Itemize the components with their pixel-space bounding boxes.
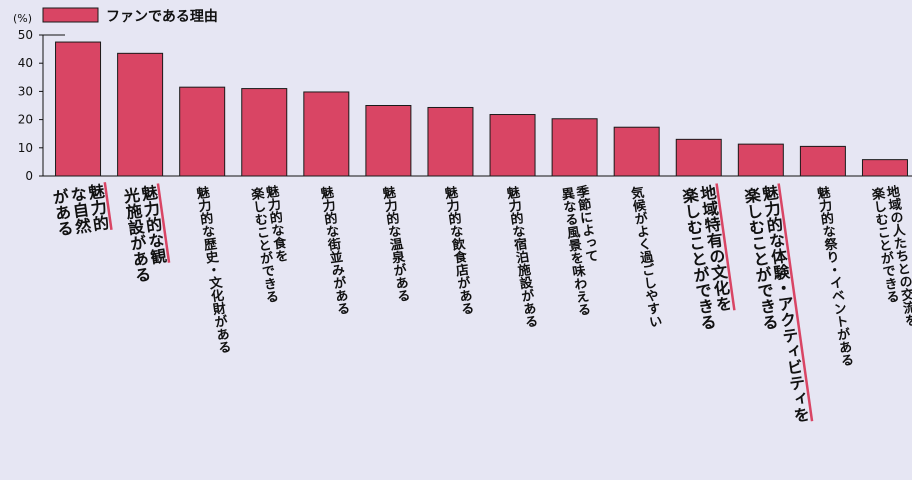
highlight-line (715, 183, 736, 311)
y-unit-label: (%) (13, 12, 32, 25)
legend-swatch (42, 7, 99, 23)
category-label-line: 魅力的な街並みがある (317, 184, 352, 316)
category-label: 魅力的な街並みがある (317, 184, 352, 316)
bar (179, 86, 226, 177)
bar (675, 138, 722, 177)
bar (551, 118, 598, 177)
bar (427, 106, 474, 177)
category-label: 魅力的な祭り・イベントがある (813, 184, 855, 368)
y-tick-label: 10 (18, 141, 33, 155)
category-label-line: 魅力的な歴史・文化財がある (193, 184, 233, 355)
y-tick-label: 30 (18, 84, 33, 98)
category-label-line: 魅力的な飲食店がある (441, 184, 476, 316)
legend: ファンである理由 (42, 7, 218, 25)
y-tick-label: 50 (18, 28, 33, 42)
y-tick-label: 20 (18, 113, 33, 127)
category-label: 気候がよく過ごしやすい (627, 184, 663, 329)
category-label: 魅力的な温泉がある (379, 185, 411, 304)
bar (737, 143, 784, 177)
bar (365, 105, 412, 177)
category-label-line: 気候がよく過ごしやすい (627, 184, 663, 329)
bar (613, 126, 660, 177)
highlight-line (777, 183, 814, 422)
highlight-line (156, 183, 171, 263)
bar (799, 145, 846, 177)
y-tick-label: 0 (25, 169, 33, 183)
bar (303, 91, 350, 177)
bar (55, 41, 102, 177)
legend-label: ファンである理由 (106, 8, 218, 25)
bar (861, 159, 908, 177)
category-label-line: 魅力的な温泉がある (379, 185, 411, 304)
highlight-line (103, 182, 113, 230)
category-label-line: 魅力的な宿泊施設がある (503, 185, 538, 330)
y-tick-label: 40 (18, 56, 33, 70)
category-label: 魅力的な歴史・文化財がある (193, 184, 233, 355)
bar (117, 52, 164, 177)
category-label: 魅力的な飲食店がある (441, 184, 476, 316)
category-label-line: 魅力的な祭り・イベントがある (813, 184, 855, 368)
category-label: 魅力的な宿泊施設がある (503, 185, 538, 330)
bar (241, 88, 288, 177)
bars (55, 41, 908, 177)
bar (489, 114, 536, 177)
